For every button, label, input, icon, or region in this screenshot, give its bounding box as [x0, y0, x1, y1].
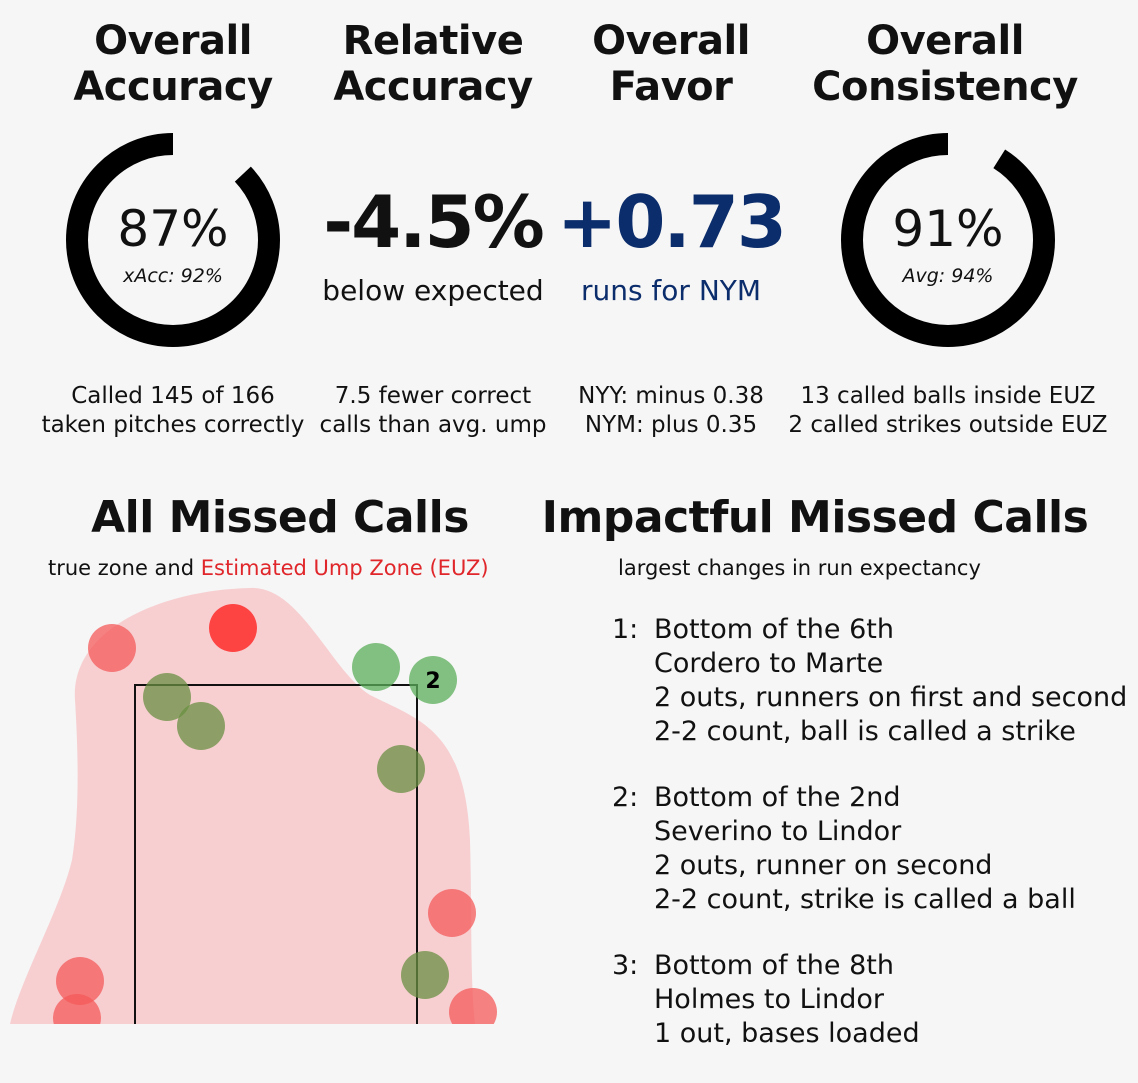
missed-call-dot	[53, 994, 101, 1024]
accuracy-ring-arc	[66, 133, 280, 347]
missed-call-dot	[352, 643, 400, 691]
missed-call-label-2: 2	[425, 669, 440, 694]
overall-consistency-title: Overall Consistency	[812, 18, 1078, 110]
missed-call-dot	[177, 702, 225, 750]
favor-value: +0.73	[557, 180, 787, 264]
consistency-value: 91%	[892, 200, 1004, 258]
missed-call-dot	[88, 624, 136, 672]
impactful-call-line: Holmes to Lindor	[654, 984, 884, 1015]
impactful-call-line: Cordero to Marte	[654, 648, 884, 679]
missed-call-dot	[409, 656, 457, 704]
impactful-call-line: 1 out, bases loaded	[654, 1018, 920, 1049]
missed-call-dot	[143, 673, 191, 721]
missed-calls-plot: 2	[10, 587, 497, 1024]
accuracy-footnote: Called 145 of 166 taken pitches correctly	[41, 383, 305, 438]
expected-accuracy: xAcc: 92%	[123, 265, 223, 287]
overall-favor-title: Overall Favor	[592, 18, 750, 110]
impactful-call-line: Bottom of the 8th	[654, 950, 894, 981]
consistency-footnote: 13 called balls inside EUZ 2 called strik…	[788, 383, 1108, 438]
impactful-call-line: Bottom of the 6th	[654, 614, 894, 645]
consistency-ring-arc	[841, 133, 1055, 347]
overall-accuracy-title: Overall Accuracy	[73, 18, 273, 110]
impactful-call-number: 2:	[612, 782, 639, 813]
impactful-call-line: 2 outs, runners on first and second	[654, 682, 1128, 713]
relative-accuracy-footnote: 7.5 fewer correct calls than avg. ump	[319, 383, 547, 438]
impactful-call-line: Severino to Lindor	[654, 816, 902, 847]
impactful-call-line: 2-2 count, strike is called a ball	[654, 884, 1076, 915]
strike-zone	[134, 684, 418, 1024]
impactful-call-line: 2-2 count, ball is called a strike	[654, 716, 1076, 747]
accuracy-value: 87%	[117, 200, 229, 258]
accuracy-ring	[66, 133, 280, 347]
consistency-average: Avg: 94%	[902, 265, 994, 287]
missed-call-dot	[428, 889, 476, 937]
missed-call-dot	[56, 957, 104, 1005]
favor-sub: runs for NYM	[580, 274, 762, 307]
missed-call-dot	[401, 951, 449, 999]
impactful-calls-caption: largest changes in run expectancy	[618, 556, 981, 580]
impactful-call-line: Bottom of the 2nd	[654, 782, 901, 813]
impactful-calls-title: Impactful Missed Calls	[541, 492, 1089, 543]
missed-call-dot	[377, 745, 425, 793]
estimated-ump-zone	[10, 587, 475, 1024]
favor-footnote: NYY: minus 0.38 NYM: plus 0.35	[578, 383, 764, 438]
impactful-call-item: 3: Bottom of the 8th Holmes to Lindor 1 out…	[612, 949, 1132, 1051]
relative-accuracy-sub: below expected	[322, 274, 544, 307]
relative-accuracy-title: Relative Accuracy	[333, 18, 533, 110]
impactful-call-item: 1: Bottom of the 6th Cordero to Marte 2 out…	[612, 613, 1132, 749]
missed-call-dot	[449, 988, 497, 1024]
missed-call-dot	[209, 604, 257, 652]
relative-accuracy-value: -4.5%	[323, 180, 545, 264]
impactful-call-item: 2: Bottom of the 2nd Severino to Lindor 2 o…	[612, 781, 1132, 917]
impactful-call-line: 2 outs, runner on second	[654, 850, 993, 881]
impactful-call-number: 1:	[612, 614, 639, 645]
missed-calls-caption: true zone and Estimated Ump Zone (EUZ)	[48, 556, 489, 580]
impactful-call-number: 3:	[612, 950, 639, 981]
impactful-calls-list: 1: Bottom of the 6th Cordero to Marte 2 out…	[612, 613, 1132, 1083]
euz-label: Estimated Ump Zone (EUZ)	[200, 556, 489, 580]
missed-calls-title: All Missed Calls	[91, 492, 469, 543]
consistency-ring	[841, 133, 1055, 347]
